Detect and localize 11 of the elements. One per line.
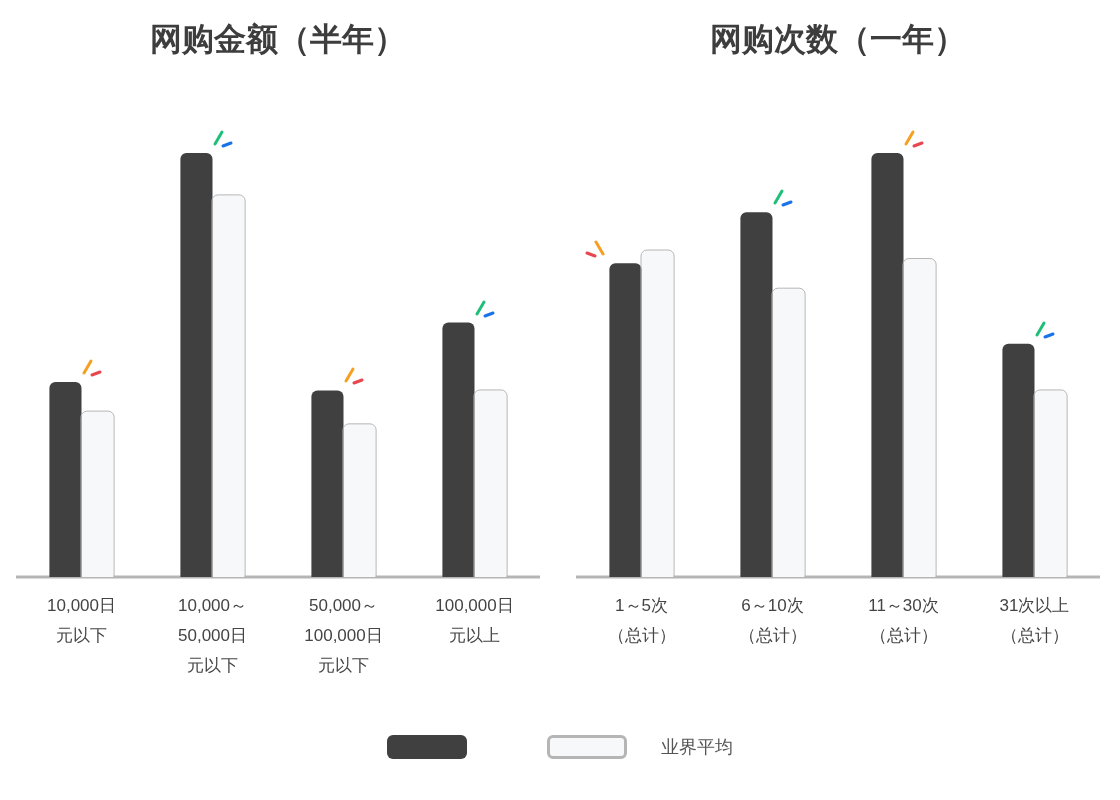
x-tick-label: 1～5次（总计） <box>607 595 676 645</box>
x-tick-label: 6～10次（总计） <box>738 595 807 645</box>
x-tick-label: 10,000～50,000日元以下 <box>178 595 247 675</box>
x-tick-label: 11～30次（总计） <box>868 595 939 645</box>
x-tick-label: 100,000日元以上 <box>435 595 514 645</box>
chart-title: 网购次数（一年） <box>710 21 966 58</box>
x-tick-label: 50,000～100,000日元以下 <box>304 595 383 675</box>
x-tick-label: 10,000日元以下 <box>47 595 116 645</box>
x-tick-label: 31次以上（总计） <box>999 595 1070 645</box>
text: 业界平均 <box>661 736 733 759</box>
chart-title: 网购金额（半年） <box>150 21 406 58</box>
